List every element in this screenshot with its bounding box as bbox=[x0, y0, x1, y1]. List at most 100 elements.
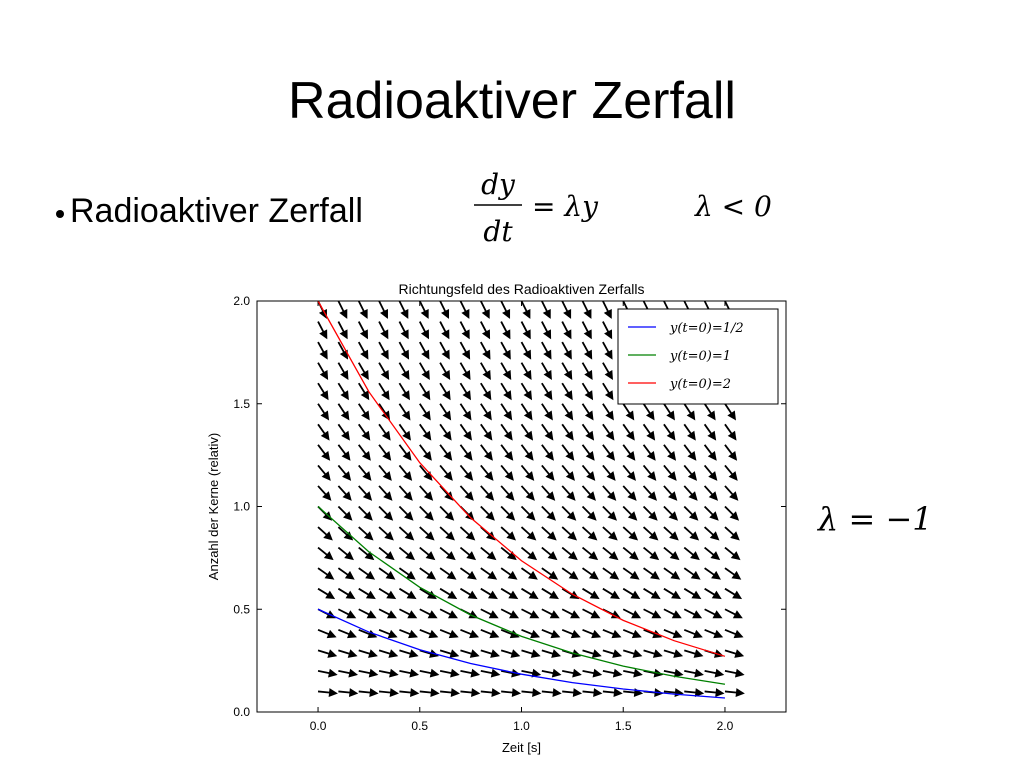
field-arrow bbox=[500, 362, 512, 380]
field-arrow bbox=[521, 688, 542, 697]
field-arrow bbox=[582, 608, 601, 619]
field-arrow bbox=[582, 688, 603, 697]
field-arrow bbox=[602, 649, 623, 658]
field-arrow bbox=[520, 341, 532, 360]
field-arrow bbox=[500, 423, 513, 441]
field-arrow bbox=[459, 362, 471, 380]
field-arrow bbox=[317, 567, 335, 580]
field-arrow bbox=[459, 485, 474, 501]
field-arrow bbox=[724, 649, 745, 658]
field-arrow bbox=[378, 628, 398, 639]
field-arrow bbox=[581, 403, 594, 421]
field-arrow bbox=[683, 567, 701, 580]
field-arrow bbox=[480, 608, 499, 619]
field-arrow bbox=[459, 444, 473, 461]
field-arrow bbox=[418, 341, 430, 360]
field-arrow bbox=[622, 444, 636, 461]
field-arrow bbox=[439, 587, 458, 600]
field-arrow bbox=[357, 341, 369, 360]
field-arrow bbox=[480, 628, 500, 639]
field-arrow bbox=[663, 444, 677, 461]
field-arrow bbox=[378, 608, 397, 619]
field-arrow bbox=[357, 321, 368, 340]
field-arrow bbox=[500, 608, 520, 619]
field-arrow bbox=[581, 362, 593, 380]
field-arrow bbox=[338, 649, 358, 658]
field-arrow bbox=[439, 300, 450, 319]
field-arrow bbox=[602, 382, 614, 401]
field-arrow bbox=[602, 444, 616, 461]
field-arrow bbox=[622, 567, 640, 580]
field-arrow bbox=[398, 505, 414, 521]
field-arrow bbox=[642, 423, 656, 441]
field-arrow bbox=[684, 649, 704, 658]
field-arrow bbox=[480, 444, 493, 461]
field-arrow bbox=[541, 403, 553, 421]
field-arrow bbox=[358, 587, 376, 600]
field-arrow bbox=[419, 423, 432, 441]
field-arrow bbox=[399, 628, 418, 639]
field-arrow bbox=[337, 403, 350, 421]
field-arrow bbox=[663, 464, 677, 481]
field-arrow bbox=[561, 505, 577, 521]
field-arrow bbox=[520, 382, 533, 401]
field-arrow bbox=[337, 505, 353, 521]
field-arrow bbox=[419, 505, 434, 521]
field-arrow bbox=[500, 300, 511, 319]
eq-denominator: dt bbox=[483, 215, 513, 248]
field-arrow bbox=[520, 444, 534, 461]
field-arrow bbox=[398, 362, 410, 380]
field-arrow bbox=[398, 341, 410, 360]
field-arrow bbox=[663, 505, 679, 521]
field-arrow bbox=[317, 464, 331, 481]
field-arrow bbox=[317, 444, 331, 461]
field-arrow bbox=[724, 546, 741, 561]
field-arrow bbox=[622, 546, 639, 561]
field-arrow bbox=[439, 526, 455, 541]
field-arrow bbox=[724, 485, 739, 501]
field-arrow bbox=[704, 688, 725, 697]
field-arrow bbox=[561, 300, 572, 319]
field-arrow bbox=[541, 649, 561, 658]
field-arrow bbox=[663, 649, 684, 658]
bullet-text: Radioaktiver Zerfall bbox=[70, 192, 363, 230]
field-arrow bbox=[561, 444, 575, 461]
field-arrow bbox=[581, 341, 593, 360]
field-arrow bbox=[358, 526, 374, 541]
field-arrow bbox=[337, 341, 349, 360]
field-arrow bbox=[581, 300, 592, 319]
field-arrow bbox=[378, 362, 390, 380]
field-arrow bbox=[358, 546, 375, 561]
field-arrow bbox=[439, 505, 455, 521]
field-arrow bbox=[317, 321, 328, 340]
field-arrow bbox=[724, 688, 745, 697]
field-arrow bbox=[663, 403, 675, 421]
field-arrow bbox=[724, 423, 737, 441]
field-arrow bbox=[480, 567, 498, 580]
field-arrow bbox=[337, 587, 356, 600]
field-arrow bbox=[684, 688, 705, 697]
field-arrow bbox=[582, 587, 600, 600]
field-arrow bbox=[338, 688, 359, 697]
field-arrow bbox=[561, 526, 578, 541]
field-arrow bbox=[439, 444, 453, 461]
x-tick-label: 1.5 bbox=[615, 719, 632, 733]
field-arrow bbox=[419, 464, 433, 481]
field-arrow bbox=[683, 587, 702, 600]
field-arrow bbox=[398, 321, 409, 340]
field-arrow bbox=[561, 403, 574, 421]
field-arrow bbox=[562, 688, 583, 697]
field-arrow bbox=[439, 341, 450, 360]
field-arrow bbox=[500, 382, 512, 401]
field-arrow bbox=[581, 464, 596, 481]
field-arrow bbox=[439, 668, 460, 678]
field-arrow bbox=[459, 321, 470, 340]
field-arrow bbox=[317, 688, 338, 697]
field-arrow bbox=[521, 649, 541, 658]
field-arrow bbox=[724, 567, 742, 580]
field-arrow bbox=[623, 688, 644, 697]
field-arrow bbox=[724, 444, 738, 461]
field-arrow bbox=[439, 546, 456, 561]
field-arrow bbox=[337, 567, 355, 580]
field-arrow bbox=[480, 321, 491, 340]
